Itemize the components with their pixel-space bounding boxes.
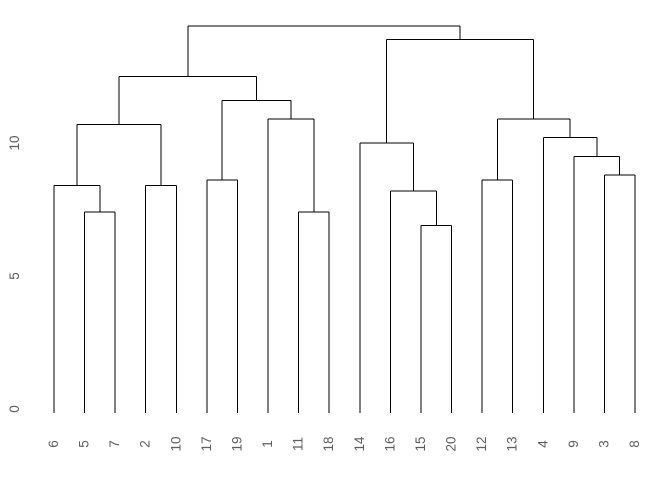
leaf-label: 17 — [199, 436, 214, 451]
y-tick-label: 0 — [7, 405, 22, 413]
leaf-label: 11 — [291, 437, 306, 451]
leaf-label: 13 — [505, 436, 520, 451]
leaf-label: 20 — [444, 436, 459, 451]
leaf-label: 18 — [321, 436, 336, 451]
leaf-label: 2 — [138, 440, 153, 448]
leaf-label: 14 — [352, 436, 367, 452]
leaf-label: 8 — [627, 440, 642, 448]
leaf-label: 7 — [107, 440, 122, 448]
leaf-label: 9 — [566, 440, 581, 448]
leaf-label: 19 — [229, 436, 244, 451]
leaf-label: 15 — [413, 436, 428, 451]
leaf-label: 6 — [46, 440, 61, 448]
leaf-label: 10 — [168, 436, 183, 451]
leaf-label: 5 — [77, 440, 92, 448]
leaf-label: 3 — [596, 440, 611, 448]
leaf-label: 16 — [382, 436, 397, 451]
leaf-label: 1 — [260, 440, 275, 448]
leaf-label: 12 — [474, 436, 489, 451]
y-tick-label: 5 — [7, 272, 22, 280]
leaf-label: 4 — [535, 440, 550, 448]
y-tick-label: 10 — [7, 135, 22, 150]
